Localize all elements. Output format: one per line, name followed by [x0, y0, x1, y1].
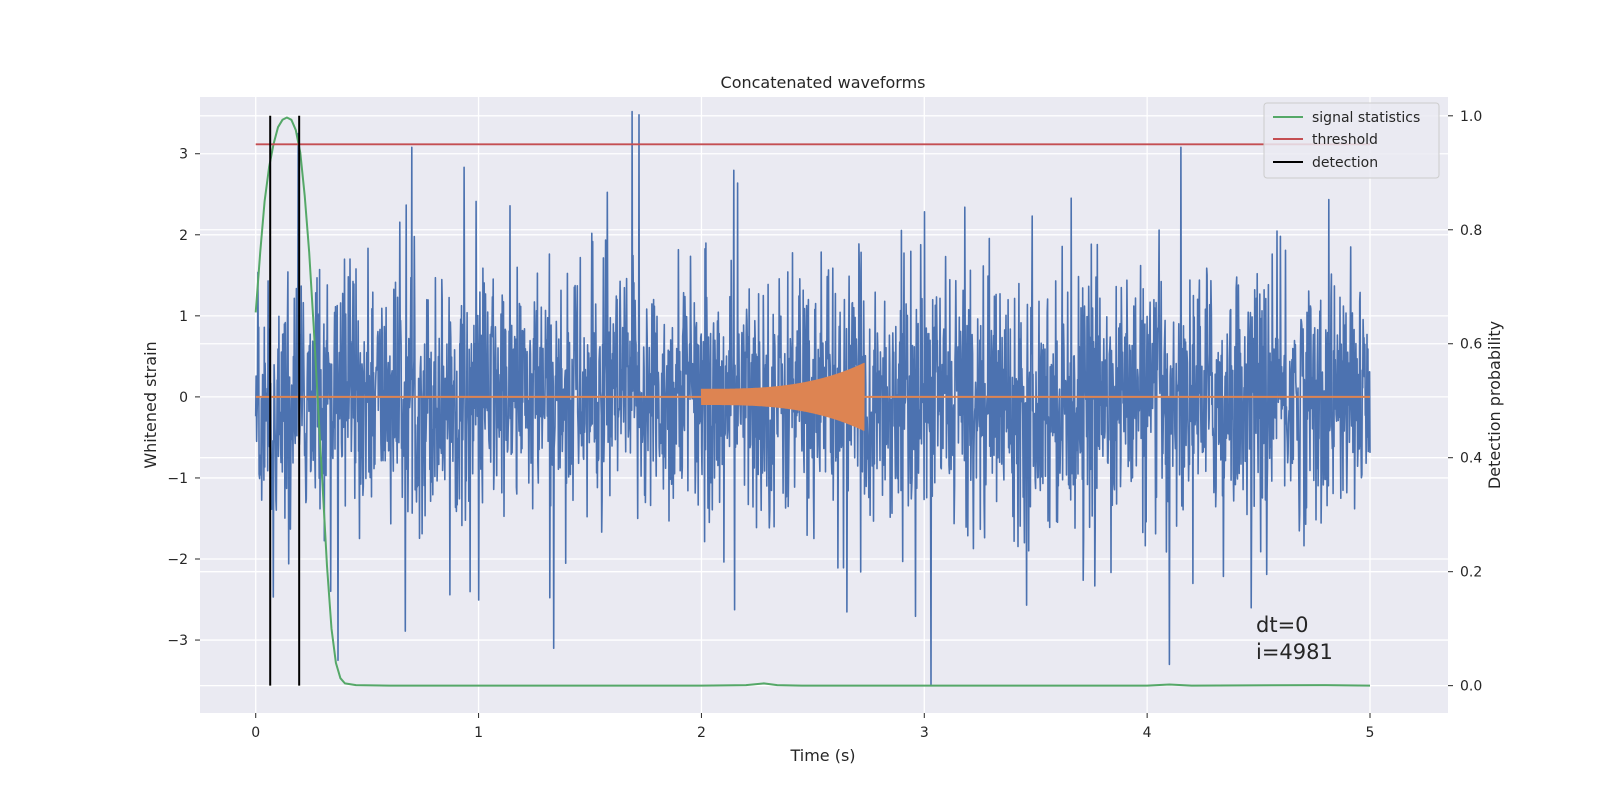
- y-tick-label-0: −3: [167, 633, 188, 649]
- y2-tick-label-2: 0.4: [1460, 451, 1482, 467]
- x-tick-label-1: 1: [474, 725, 483, 741]
- y2-tick-label-1: 0.2: [1460, 565, 1482, 581]
- legend-label-detection: detection: [1312, 155, 1378, 171]
- chirp-line: [700, 362, 865, 431]
- x-tick-label-3: 3: [920, 725, 929, 741]
- y2-tick-label-3: 0.6: [1460, 337, 1482, 353]
- y-tick-label-2: −1: [167, 471, 188, 487]
- ticks-layer: 0 1 2 3 4 5 −3 −2 −1 0 1 2 3 0.0 0.2 0.4 0.6 0.8 1.0: [167, 109, 1482, 741]
- y-tick-label-3: 0: [179, 390, 188, 406]
- annotation-index: i=4981: [1256, 640, 1333, 664]
- y-tick-label-6: 3: [179, 147, 188, 163]
- y2-axis-label: Detection probability: [1485, 321, 1504, 489]
- y-axis-label: Whitened strain: [141, 341, 160, 468]
- signal-statistics-series: [254, 115, 1371, 687]
- x-tick-label-5: 5: [1366, 725, 1375, 741]
- y-tick-label-5: 2: [179, 228, 188, 244]
- chart-title: Concatenated waveforms: [721, 73, 926, 92]
- y-tick-label-1: −2: [167, 552, 188, 568]
- y2-tick-label-4: 0.8: [1460, 223, 1482, 239]
- x-tick-label-0: 0: [251, 725, 260, 741]
- y-tick-label-4: 1: [179, 309, 188, 325]
- legend-label-signal-statistics: signal statistics: [1312, 110, 1420, 126]
- y2-tick-label-0: 0.0: [1460, 679, 1482, 695]
- x-tick-label-2: 2: [697, 725, 706, 741]
- y2-tick-label-5: 1.0: [1460, 109, 1482, 125]
- signal-statistics-line: [254, 116, 1371, 687]
- chirp-series: [255, 362, 1370, 431]
- x-tick-label-4: 4: [1143, 725, 1152, 741]
- annotation-dt: dt=0: [1256, 613, 1309, 637]
- legend-label-threshold: threshold: [1312, 132, 1378, 148]
- legend-box: [1263, 102, 1440, 179]
- legend: signal statistics threshold detection: [1263, 102, 1440, 179]
- x-axis-label: Time (s): [789, 746, 855, 765]
